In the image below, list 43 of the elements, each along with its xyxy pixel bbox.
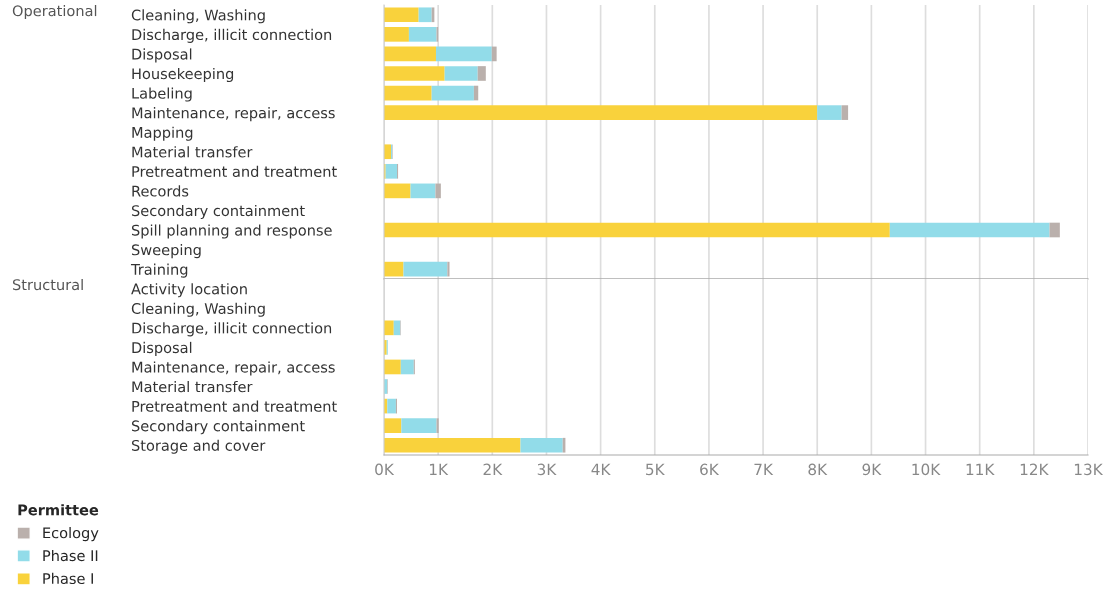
text: Structural [12, 278, 83, 291]
legend-label: Phase II [43, 549, 98, 562]
y-tick-label: Maintenance, repair, access [132, 107, 335, 122]
y-tick-label: Activity location [131, 283, 247, 298]
y-tick-label: Material transfer [132, 146, 253, 158]
x-tick-label: 3K [537, 463, 557, 476]
y-tick-label: Maintenance, repair, access [132, 361, 335, 376]
x-tick-label: 13K [1074, 463, 1104, 476]
y-tick-label: Pretreatment and treatment [132, 400, 337, 412]
x-tick-label: 11K [966, 463, 995, 475]
x-tick-label: 7K [754, 463, 774, 475]
y-tick-label: Records [132, 185, 189, 197]
legend-label: Ecology [43, 527, 99, 542]
x-tick-label: 2K [483, 463, 503, 475]
x-tick-label: 5K [646, 463, 665, 476]
y-tick-label: Pretreatment and treatment [132, 165, 337, 178]
y-tick-label: Disposal [132, 341, 192, 356]
y-tick-label: Cleaning, Washing [131, 302, 265, 317]
y-tick-label: Disposal [132, 48, 192, 63]
y-tick-label: Discharge, illicit connection [132, 322, 332, 337]
x-tick-label: 12K [1020, 463, 1049, 475]
x-tick-label: 0K [375, 463, 395, 476]
y-tick-label: Storage and cover [131, 439, 266, 454]
x-tick-label: 6K [700, 463, 720, 476]
x-tick-label: 9K [862, 463, 882, 476]
y-tick-label: Mapping [132, 126, 193, 141]
y-tick-label: Material transfer [132, 380, 253, 393]
x-tick-label: 4K [591, 463, 611, 475]
x-tick-label: 10K [912, 463, 941, 476]
y-tick-label: Secondary containment [131, 204, 305, 220]
y-tick-label: Housekeeping [132, 67, 234, 83]
y-tick-label: Spill planning and response [131, 224, 332, 239]
y-tick-label: Sweeping [131, 244, 201, 259]
x-tick-label: 8K [808, 463, 828, 476]
x-tick-label: 1K [429, 463, 449, 475]
y-tick-label: Cleaning, Washing [131, 9, 265, 24]
y-tick-label: Training [130, 263, 188, 278]
y-tick-label: Labeling [132, 87, 192, 102]
legend-label: Phase I [43, 572, 93, 585]
text: Operational [12, 5, 97, 20]
y-tick-label: Discharge, illicit connection [132, 28, 332, 43]
legend-title: Permittee [18, 504, 99, 516]
y-tick-label: Secondary containment [131, 420, 305, 435]
